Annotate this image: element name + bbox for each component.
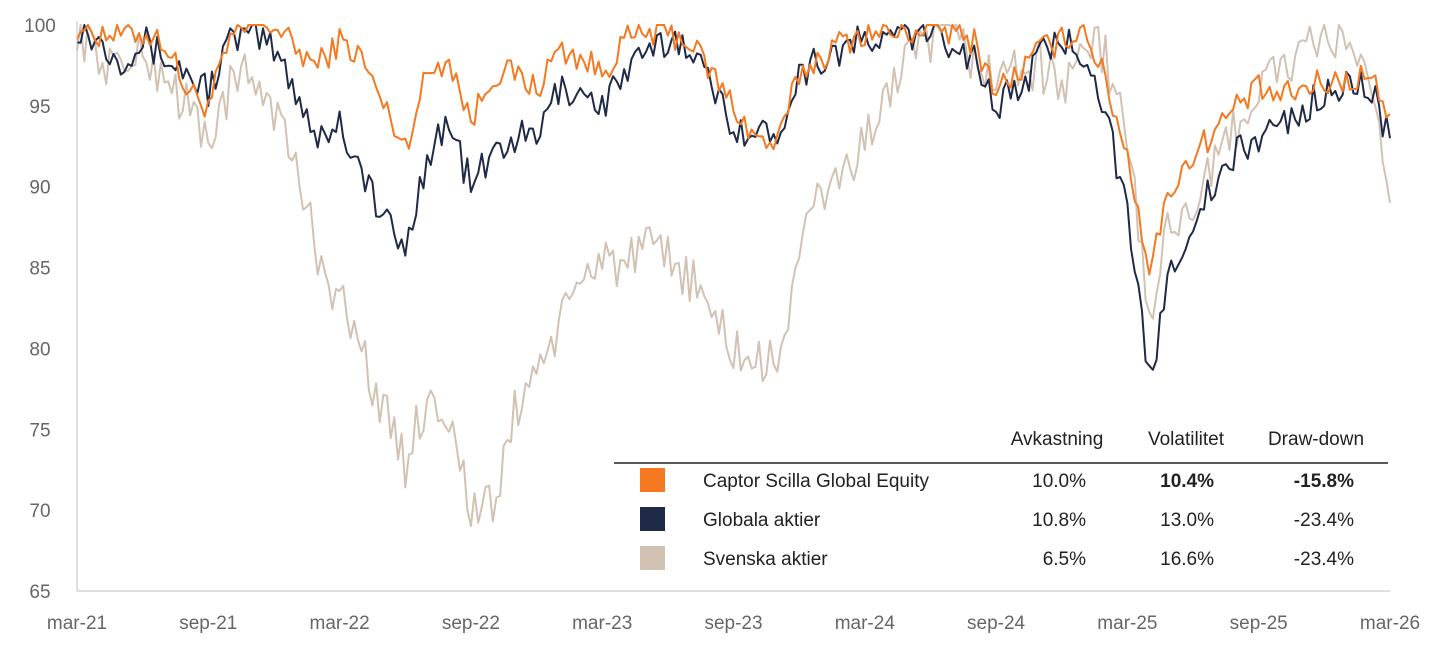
legend-series-name: Globala aktier	[703, 510, 821, 531]
legend-swatch	[640, 507, 665, 531]
x-tick-label: mar-26	[1360, 613, 1420, 634]
table-cell: -23.4%	[1294, 549, 1354, 570]
x-tick-label: sep-22	[442, 613, 500, 634]
table-cell: -23.4%	[1294, 510, 1354, 531]
legend-series-name: Captor Scilla Global Equity	[703, 471, 929, 492]
y-tick-label: 70	[29, 501, 50, 522]
table-cell: 16.6%	[1160, 549, 1214, 570]
table-header: Avkastning	[1011, 429, 1104, 450]
y-tick-label: 85	[29, 259, 50, 280]
table-cell: -15.8%	[1294, 471, 1354, 492]
y-tick-label: 95	[29, 97, 50, 118]
y-tick-label: 90	[29, 178, 50, 199]
series-line-captor-scilla-global-equity	[76, 24, 1391, 276]
series-line-svenska-aktier	[76, 24, 1391, 527]
table-header: Draw-down	[1268, 429, 1364, 450]
x-tick-label: mar-25	[1097, 613, 1157, 634]
series-line-globala-aktier	[76, 24, 1391, 371]
series-layer	[76, 24, 1391, 527]
legend-swatch	[640, 468, 665, 492]
x-tick-label: sep-21	[179, 613, 237, 634]
legend-series-name: Svenska aktier	[703, 549, 828, 570]
axes-layer: 100 95 90 85 80 75 70 65 mar-21 sep-21 mar-22 sep-2…	[24, 16, 1420, 634]
x-tick-label: mar-22	[310, 613, 370, 634]
table-cell: 10.0%	[1032, 471, 1086, 492]
x-tick-label: mar-23	[572, 613, 632, 634]
y-tick-label: 100	[24, 16, 56, 37]
table-cell: 6.5%	[1043, 549, 1086, 570]
x-tick-label: mar-21	[47, 613, 107, 634]
x-tick-label: mar-24	[835, 613, 896, 634]
legend-table: Avkastning Volatilitet Draw-down Captor Sci…	[614, 429, 1388, 570]
table-cell: 13.0%	[1160, 510, 1214, 531]
table-cell: 10.4%	[1160, 471, 1214, 492]
table-cell: 10.8%	[1032, 510, 1086, 531]
table-header: Volatilitet	[1148, 429, 1225, 450]
x-tick-label: sep-23	[704, 613, 762, 634]
x-tick-label: sep-25	[1230, 613, 1288, 634]
y-tick-label: 75	[29, 420, 50, 441]
legend-swatch	[640, 546, 665, 570]
x-tick-label: sep-24	[967, 613, 1026, 634]
y-tick-label: 80	[29, 339, 50, 360]
y-tick-label: 65	[29, 582, 50, 603]
